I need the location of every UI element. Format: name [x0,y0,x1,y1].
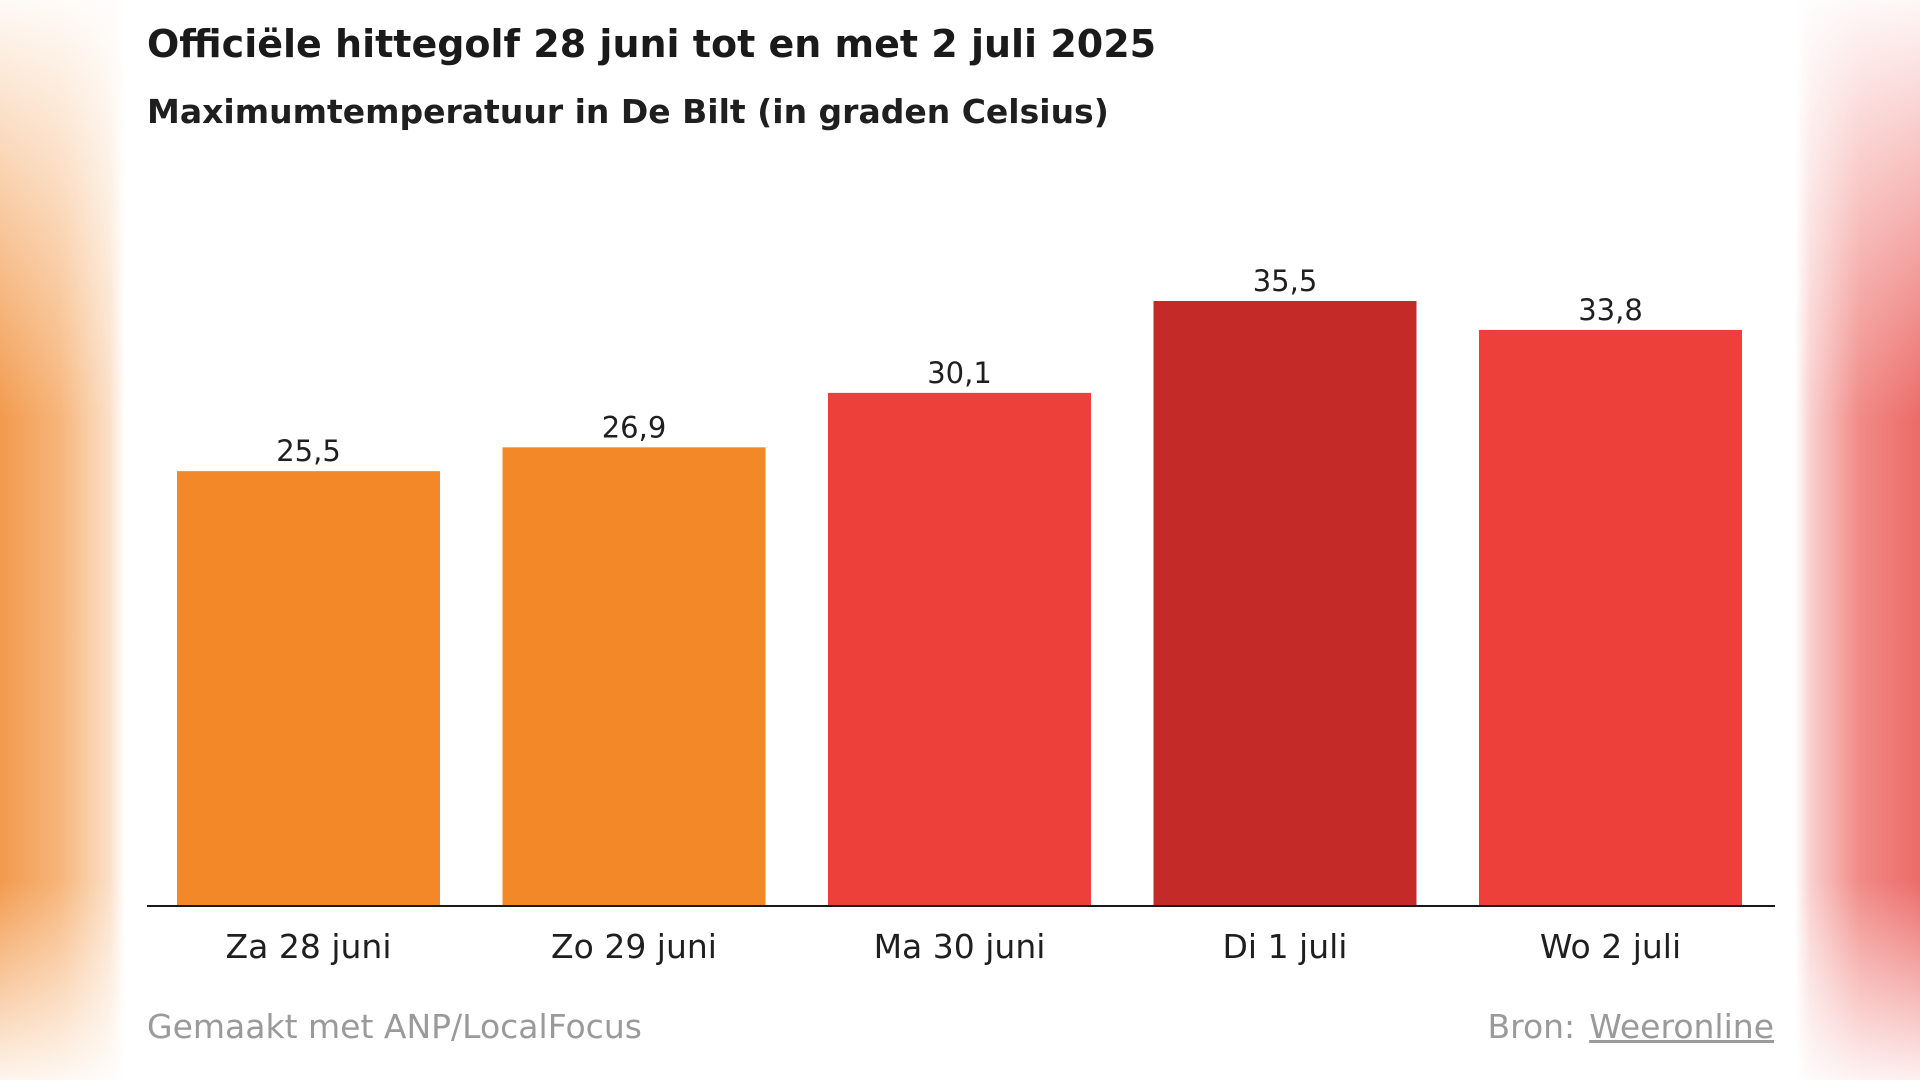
chart-title: Officiële hittegolf 28 juni tot en met 2… [147,22,1157,66]
bar-5 [1479,329,1742,905]
source-label: Bron: [1487,1007,1576,1046]
bar-value-label: 26,9 [602,410,667,444]
x-tick-label: Za 28 juni [226,927,392,966]
bar-1 [177,471,440,905]
bar-chart: 25,5 Za 28 juni 26,9 Zo 29 juni 30,1 Ma 30 ju… [147,264,1775,966]
chart-card: Officiële hittegolf 28 juni tot en met 2… [125,0,1795,1080]
chart-subtitle: Maximumtemperatuur in De Bilt (in graden… [147,92,1109,131]
bar-value-label: 35,5 [1253,264,1318,298]
x-tick-label: Di 1 juli [1223,927,1348,966]
bar-value-label: 25,5 [276,434,341,468]
source-link[interactable]: Weeronline [1589,1007,1774,1046]
x-tick-label: Wo 2 juli [1540,927,1681,966]
footer-source: Bron: Weeronline [1487,1007,1774,1046]
x-tick-label: Zo 29 juni [551,927,717,966]
x-tick-label: Ma 30 juni [874,927,1046,966]
bar-2 [502,447,766,905]
bar-3 [828,392,1091,905]
bar-value-label: 30,1 [927,356,992,390]
bar-value-label: 33,8 [1578,293,1643,327]
footer-credit: Gemaakt met ANP/LocalFocus [147,1007,642,1046]
bar-4 [1153,301,1417,905]
